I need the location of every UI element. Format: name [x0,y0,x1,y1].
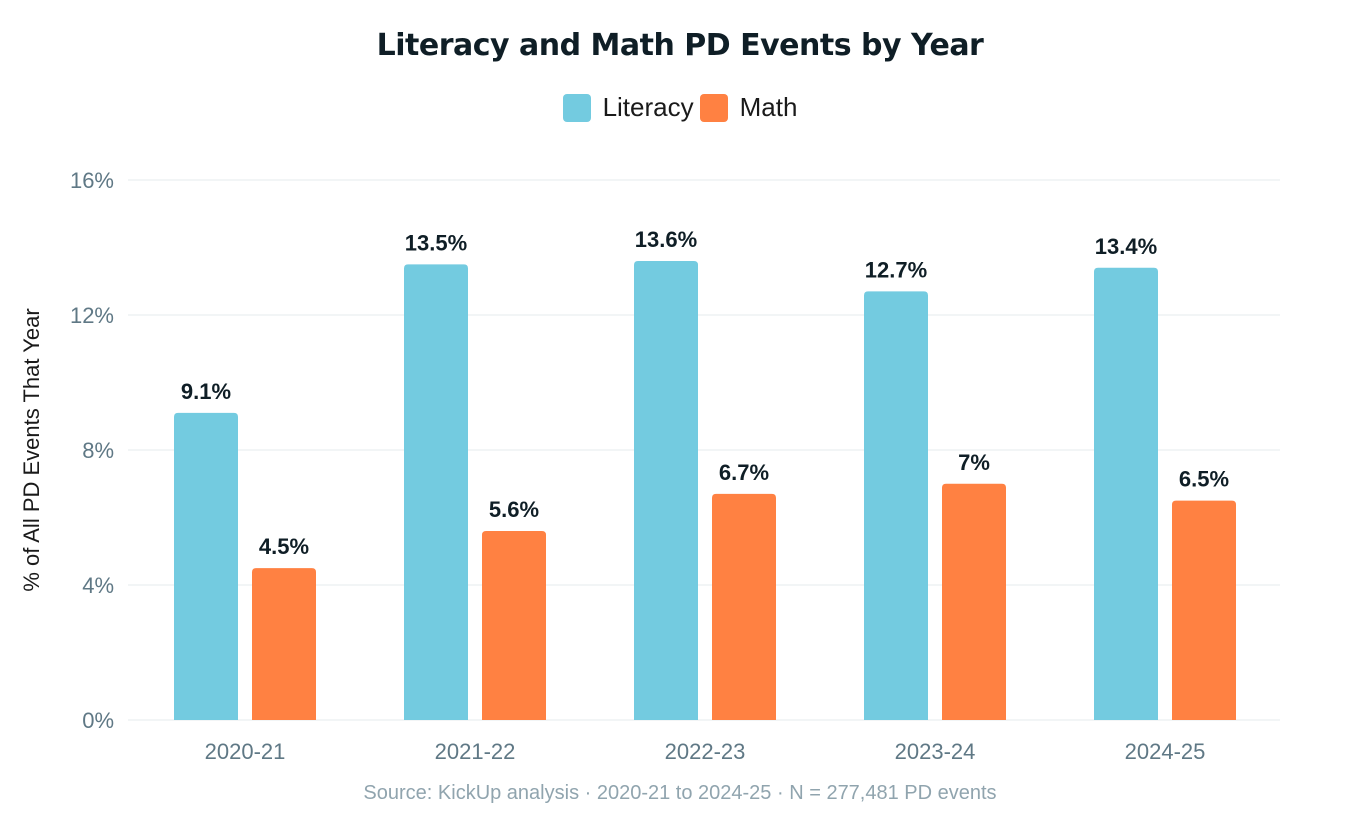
source-note: Source: KickUp analysis · 2020-21 to 202… [363,782,997,804]
bar-math [942,483,1006,720]
bar-math [482,531,546,720]
legend-item-literacy[interactable]: Literacy [562,92,694,123]
legend-swatch-math [699,93,728,122]
data-label-literacy: 9.1% [181,379,231,404]
y-tick-label: 4% [82,573,114,598]
y-tick-label: 16% [70,168,114,193]
x-tick-label: 2023-24 [895,739,976,764]
data-label-math: 4.5% [259,534,309,559]
chart-title: Literacy and Math PD Events by Year [376,28,984,63]
legend: Literacy Math [0,92,1360,123]
data-label-math: 7% [958,450,990,475]
data-label-literacy: 13.4% [1095,234,1157,259]
bar-math [1172,500,1236,720]
y-tick-label: 12% [70,303,114,328]
x-tick-label: 2024-25 [1125,739,1206,764]
data-label-math: 5.6% [489,497,539,522]
data-label-math: 6.7% [719,460,769,485]
bar-literacy [404,264,468,720]
bar-literacy [1094,267,1158,720]
data-label-math: 6.5% [1179,467,1229,492]
bar-literacy [864,291,928,720]
y-tick-label: 8% [82,438,114,463]
legend-swatch-literacy [562,93,591,122]
bar-literacy [174,412,238,720]
legend-label-literacy: Literacy [602,92,694,122]
data-label-literacy: 13.6% [635,227,697,252]
y-tick-label: 0% [82,708,114,733]
x-tick-label: 2020-21 [205,739,286,764]
bar-math [252,568,316,720]
legend-label-math: Math [739,92,798,122]
bar-math [712,493,776,720]
data-label-literacy: 13.5% [405,230,467,255]
x-tick-label: 2022-23 [665,739,746,764]
data-label-literacy: 12.7% [865,257,927,282]
x-tick-label: 2021-22 [435,739,516,764]
legend-item-math[interactable]: Math [699,92,798,123]
bar-literacy [634,261,698,720]
